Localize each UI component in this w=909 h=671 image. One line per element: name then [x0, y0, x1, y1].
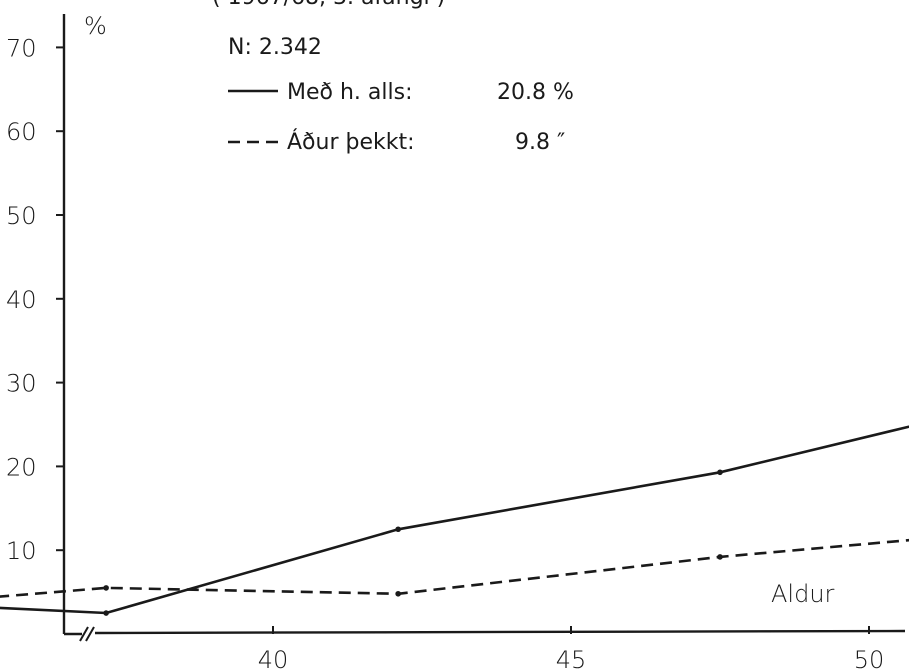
y-tick-label: 20	[6, 453, 37, 481]
x-axis-main	[94, 629, 906, 635]
legend-entry-value-2: 9.8 ″	[515, 130, 565, 155]
data-point	[395, 526, 401, 533]
y-ticks: 10 20 30 40 50 60 70	[6, 34, 64, 565]
x-tick-label: 45	[556, 646, 587, 671]
axis-break-icon	[79, 626, 95, 642]
y-tick-label: 10	[6, 537, 37, 565]
y-axis-label: %	[84, 12, 107, 40]
x-tick-label: 40	[258, 646, 289, 671]
data-point	[395, 590, 401, 597]
series-group	[0, 425, 909, 616]
series-line-1	[0, 425, 909, 615]
legend: N: 2.342 Með h. alls: 20.8 % Áður þekkt:…	[228, 35, 574, 155]
x-tick-label: 50	[854, 646, 885, 671]
data-point	[103, 585, 109, 591]
legend-entry-label-2: Áður þekkt:	[287, 129, 415, 155]
x-axis-label: Aldur	[771, 580, 835, 608]
x-ticks: 354045505560	[258, 626, 885, 671]
data-point	[717, 554, 723, 560]
y-tick-label: 40	[6, 286, 37, 314]
data-point	[103, 610, 109, 616]
y-tick-label: 30	[6, 370, 37, 398]
y-tick-label: 60	[6, 118, 37, 146]
y-tick-label: 70	[6, 34, 37, 62]
legend-n-label: N: 2.342	[228, 35, 322, 60]
legend-entry-label-1: Með h. alls:	[287, 80, 412, 105]
y-tick-label: 50	[6, 202, 37, 230]
chart-header-fragment: ( 1967/68, 3. áfangi )	[212, 0, 445, 10]
data-point	[717, 469, 723, 476]
legend-entry-value-1: 20.8 %	[497, 80, 574, 105]
